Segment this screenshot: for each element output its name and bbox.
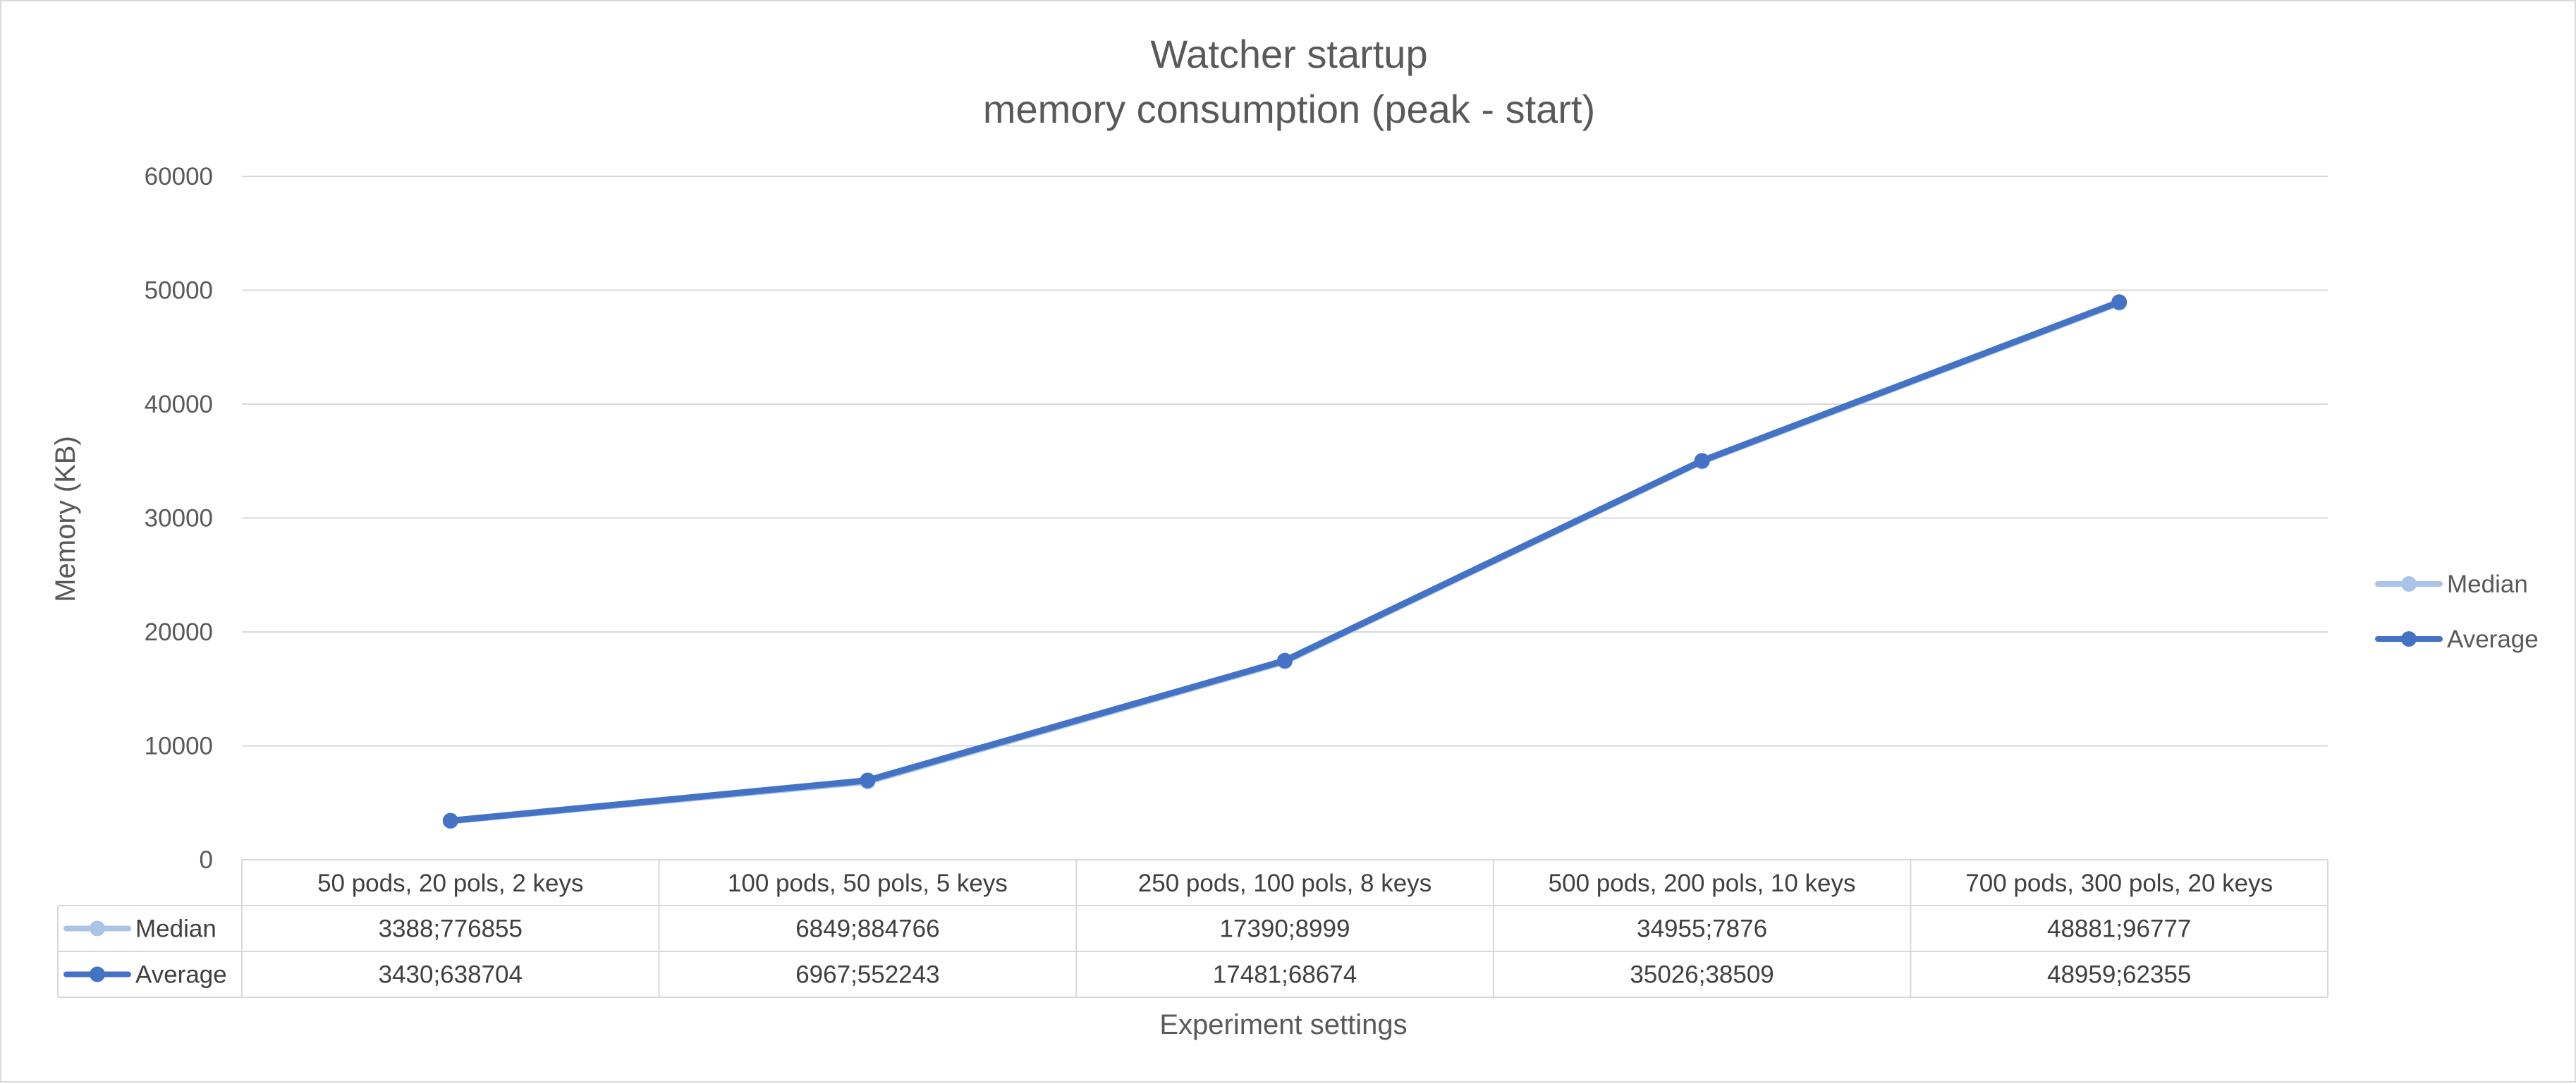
legend-label: Average	[2447, 626, 2539, 653]
legend-key-marker	[2401, 631, 2417, 647]
x-category-label: 700 pods, 300 pols, 20 keys	[1965, 870, 2273, 897]
y-tick-label: 60000	[145, 163, 213, 190]
y-axis-label: Memory (KB)	[50, 436, 81, 602]
data-point-average	[1277, 652, 1293, 669]
chart-title-line-2: memory consumption (peak - start)	[983, 87, 1595, 131]
table-cell-value: 17390;8999	[1220, 915, 1350, 943]
table-cell-value: 17481;68674	[1213, 961, 1357, 989]
y-tick-label: 30000	[145, 505, 213, 532]
table-legend-key-marker	[90, 966, 105, 982]
table-cell-value: 48881;96777	[2047, 915, 2191, 943]
gridlines	[242, 176, 2328, 747]
y-tick-label: 20000	[145, 619, 213, 646]
data-point-average	[1694, 453, 1710, 469]
x-category-label: 500 pods, 200 pols, 10 keys	[1549, 870, 1856, 897]
series-lines	[442, 294, 2128, 829]
data-point-average	[442, 812, 458, 829]
legend: Median Average	[2375, 571, 2539, 653]
table-cell-value: 48959;62355	[2047, 961, 2191, 989]
y-axis-ticks: 0 10000 20000 30000 40000 50000 60000	[145, 163, 213, 874]
chart-title-line-1: Watcher startup	[1150, 32, 1427, 76]
legend-key-marker	[2401, 576, 2417, 592]
y-tick-label: 50000	[145, 277, 213, 305]
legend-label: Median	[2447, 571, 2528, 598]
series-line-average	[447, 298, 2123, 824]
table-cell-value: 3430;638704	[379, 961, 523, 989]
x-category-label: 250 pods, 100 pols, 8 keys	[1138, 870, 1432, 897]
table-cell-value: 3388;776855	[379, 915, 523, 943]
data-point-average	[2111, 294, 2128, 310]
x-axis-label: Experiment settings	[1159, 1009, 1407, 1040]
table-series-name: Average	[135, 961, 227, 989]
x-category-label: 50 pods, 20 pols, 2 keys	[317, 870, 583, 897]
table-cell-value: 6849;884766	[795, 915, 939, 943]
table-cell-value: 6967;552243	[795, 961, 939, 989]
table-legend-key-marker	[90, 920, 105, 937]
data-point-average	[860, 772, 876, 788]
table-cell-value: 35026;38509	[1630, 961, 1774, 989]
data-table: 50 pods, 20 pols, 2 keys 100 pods, 50 pol…	[57, 859, 2328, 998]
y-tick-label: 0	[200, 846, 213, 874]
table-cell-value: 34955;7876	[1637, 915, 1767, 943]
series-line-median	[447, 300, 2123, 824]
x-category-label: 100 pods, 50 pols, 5 keys	[728, 870, 1008, 897]
y-tick-label: 10000	[145, 733, 213, 760]
table-series-name: Median	[135, 915, 216, 943]
y-tick-label: 40000	[145, 391, 213, 418]
